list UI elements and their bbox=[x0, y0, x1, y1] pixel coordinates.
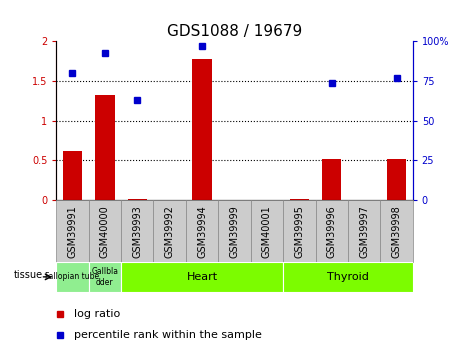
Text: percentile rank within the sample: percentile rank within the sample bbox=[74, 330, 262, 339]
Text: Heart: Heart bbox=[187, 272, 218, 282]
Text: GSM39999: GSM39999 bbox=[229, 205, 240, 257]
Bar bbox=[121, 200, 153, 262]
Bar bbox=[251, 200, 283, 262]
Text: Gallbla
dder: Gallbla dder bbox=[91, 267, 118, 287]
Text: Fallopian tube: Fallopian tube bbox=[45, 272, 99, 282]
Bar bbox=[56, 200, 89, 262]
Text: GSM39995: GSM39995 bbox=[295, 205, 304, 258]
Bar bbox=[192, 59, 212, 200]
Bar bbox=[289, 199, 309, 200]
Text: GSM40000: GSM40000 bbox=[100, 205, 110, 257]
Bar bbox=[316, 200, 348, 262]
Text: GSM40001: GSM40001 bbox=[262, 205, 272, 257]
Bar bbox=[283, 262, 413, 292]
Text: GSM39993: GSM39993 bbox=[132, 205, 142, 257]
Bar bbox=[89, 262, 121, 292]
Text: log ratio: log ratio bbox=[74, 309, 121, 319]
Bar bbox=[380, 200, 413, 262]
Bar bbox=[348, 200, 380, 262]
Bar bbox=[218, 200, 251, 262]
Bar bbox=[387, 159, 406, 200]
Text: GSM39996: GSM39996 bbox=[327, 205, 337, 257]
Text: GSM39998: GSM39998 bbox=[392, 205, 401, 257]
Bar bbox=[121, 262, 283, 292]
Text: Thyroid: Thyroid bbox=[327, 272, 369, 282]
Text: tissue: tissue bbox=[14, 270, 43, 280]
Bar bbox=[153, 200, 186, 262]
Text: GSM39997: GSM39997 bbox=[359, 205, 369, 258]
Text: GSM39992: GSM39992 bbox=[165, 205, 174, 258]
Text: GSM39994: GSM39994 bbox=[197, 205, 207, 257]
Bar bbox=[128, 198, 147, 200]
Bar bbox=[56, 262, 89, 292]
Title: GDS1088 / 19679: GDS1088 / 19679 bbox=[167, 24, 302, 39]
Bar bbox=[283, 200, 316, 262]
Bar bbox=[63, 151, 82, 200]
Bar bbox=[89, 200, 121, 262]
Bar bbox=[322, 159, 341, 200]
Text: GSM39991: GSM39991 bbox=[68, 205, 77, 257]
Bar bbox=[95, 95, 114, 200]
Bar bbox=[186, 200, 218, 262]
